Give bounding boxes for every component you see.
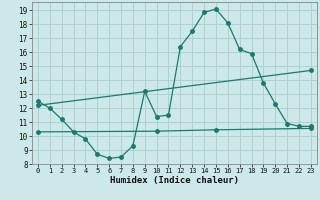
- X-axis label: Humidex (Indice chaleur): Humidex (Indice chaleur): [110, 176, 239, 185]
